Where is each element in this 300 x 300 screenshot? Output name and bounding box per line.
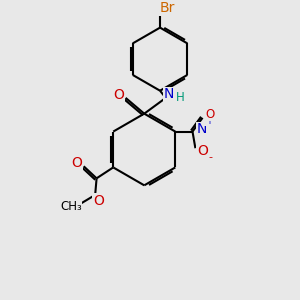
Text: Br: Br [160, 1, 175, 15]
Text: O: O [113, 88, 124, 102]
Text: CH₃: CH₃ [60, 200, 82, 214]
Text: O: O [93, 194, 104, 208]
Text: +: + [205, 116, 213, 126]
Text: N: N [196, 122, 207, 136]
Text: H: H [176, 91, 185, 104]
Text: O: O [71, 156, 82, 170]
Text: O: O [197, 143, 208, 158]
Text: O: O [205, 108, 214, 121]
Text: N: N [164, 87, 174, 101]
Text: -: - [208, 152, 212, 162]
